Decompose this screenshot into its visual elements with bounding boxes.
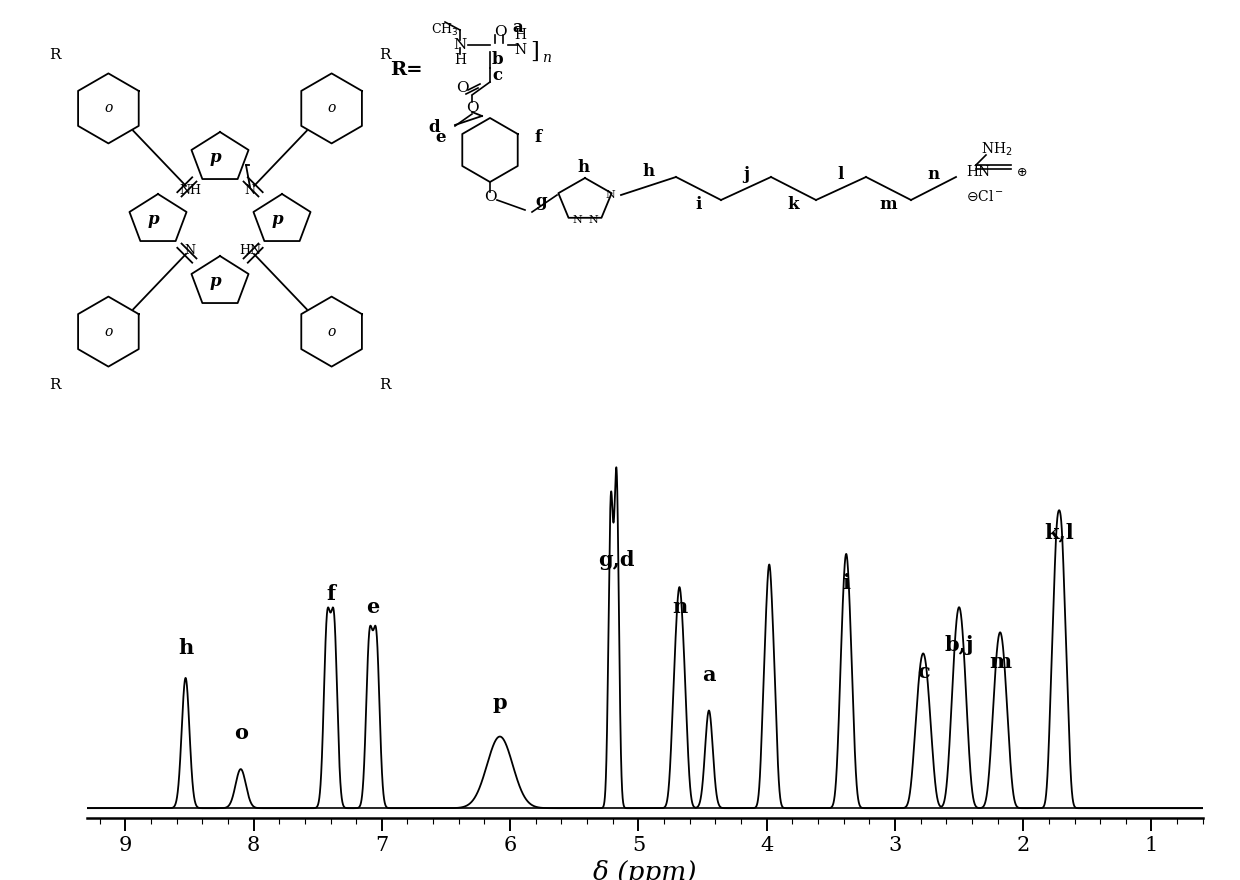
Text: HN: HN [966,165,990,179]
Text: j: j [743,166,749,183]
Text: R: R [50,378,61,392]
Text: n: n [928,166,940,183]
Text: O: O [494,25,506,39]
Text: m: m [990,652,1011,671]
Text: g,d: g,d [599,549,635,569]
Text: i: i [696,196,702,213]
Text: H: H [515,28,526,42]
Text: o: o [233,723,248,744]
Text: HN: HN [239,244,260,256]
Text: $\ominus$Cl$^-$: $\ominus$Cl$^-$ [966,190,1004,204]
Text: H: H [454,53,466,67]
Text: n: n [542,51,551,65]
Text: $\oplus$: $\oplus$ [1016,165,1027,179]
Text: CH$_3$: CH$_3$ [432,22,459,38]
Text: d: d [428,120,440,136]
Text: f: f [326,583,335,604]
Text: N: N [513,43,526,57]
Text: b: b [492,52,503,69]
Text: p: p [148,211,159,229]
Text: h: h [642,164,655,180]
Text: m: m [879,196,898,213]
Text: o: o [104,101,113,115]
Text: k,l: k,l [1044,522,1074,542]
Text: p: p [272,211,283,229]
Text: p: p [210,150,221,166]
Text: R: R [379,378,391,392]
Text: N: N [454,38,466,52]
X-axis label: δ (ppm): δ (ppm) [593,861,697,880]
Text: p: p [210,274,221,290]
Text: e: e [366,598,379,617]
Text: N: N [588,215,598,225]
Text: NH$_2$: NH$_2$ [981,140,1013,158]
Text: O: O [455,81,469,95]
Text: O: O [466,101,479,115]
Text: O: O [484,190,496,204]
Text: c: c [916,662,930,682]
Text: l: l [838,166,844,183]
Text: a: a [702,665,715,686]
Text: ]: ] [529,41,538,63]
Text: a: a [512,19,523,36]
Text: R=: R= [391,61,423,79]
Text: b,j: b,j [945,634,973,655]
Text: N: N [185,244,196,256]
Text: g: g [534,194,547,210]
Text: n: n [672,598,687,617]
Text: c: c [492,67,502,84]
Text: NH: NH [179,184,201,196]
Text: p: p [492,693,507,713]
Text: N: N [244,184,255,196]
Text: R: R [50,48,61,62]
Text: N: N [572,215,582,225]
Text: f: f [534,129,541,146]
Text: k: k [787,196,800,213]
Text: i: i [842,574,851,593]
Text: o: o [327,101,336,115]
Text: h: h [179,638,193,658]
Text: e: e [435,129,446,146]
Text: o: o [327,325,336,339]
Text: o: o [104,325,113,339]
Text: h: h [577,159,589,177]
Text: R: R [379,48,391,62]
Text: N: N [605,190,615,200]
